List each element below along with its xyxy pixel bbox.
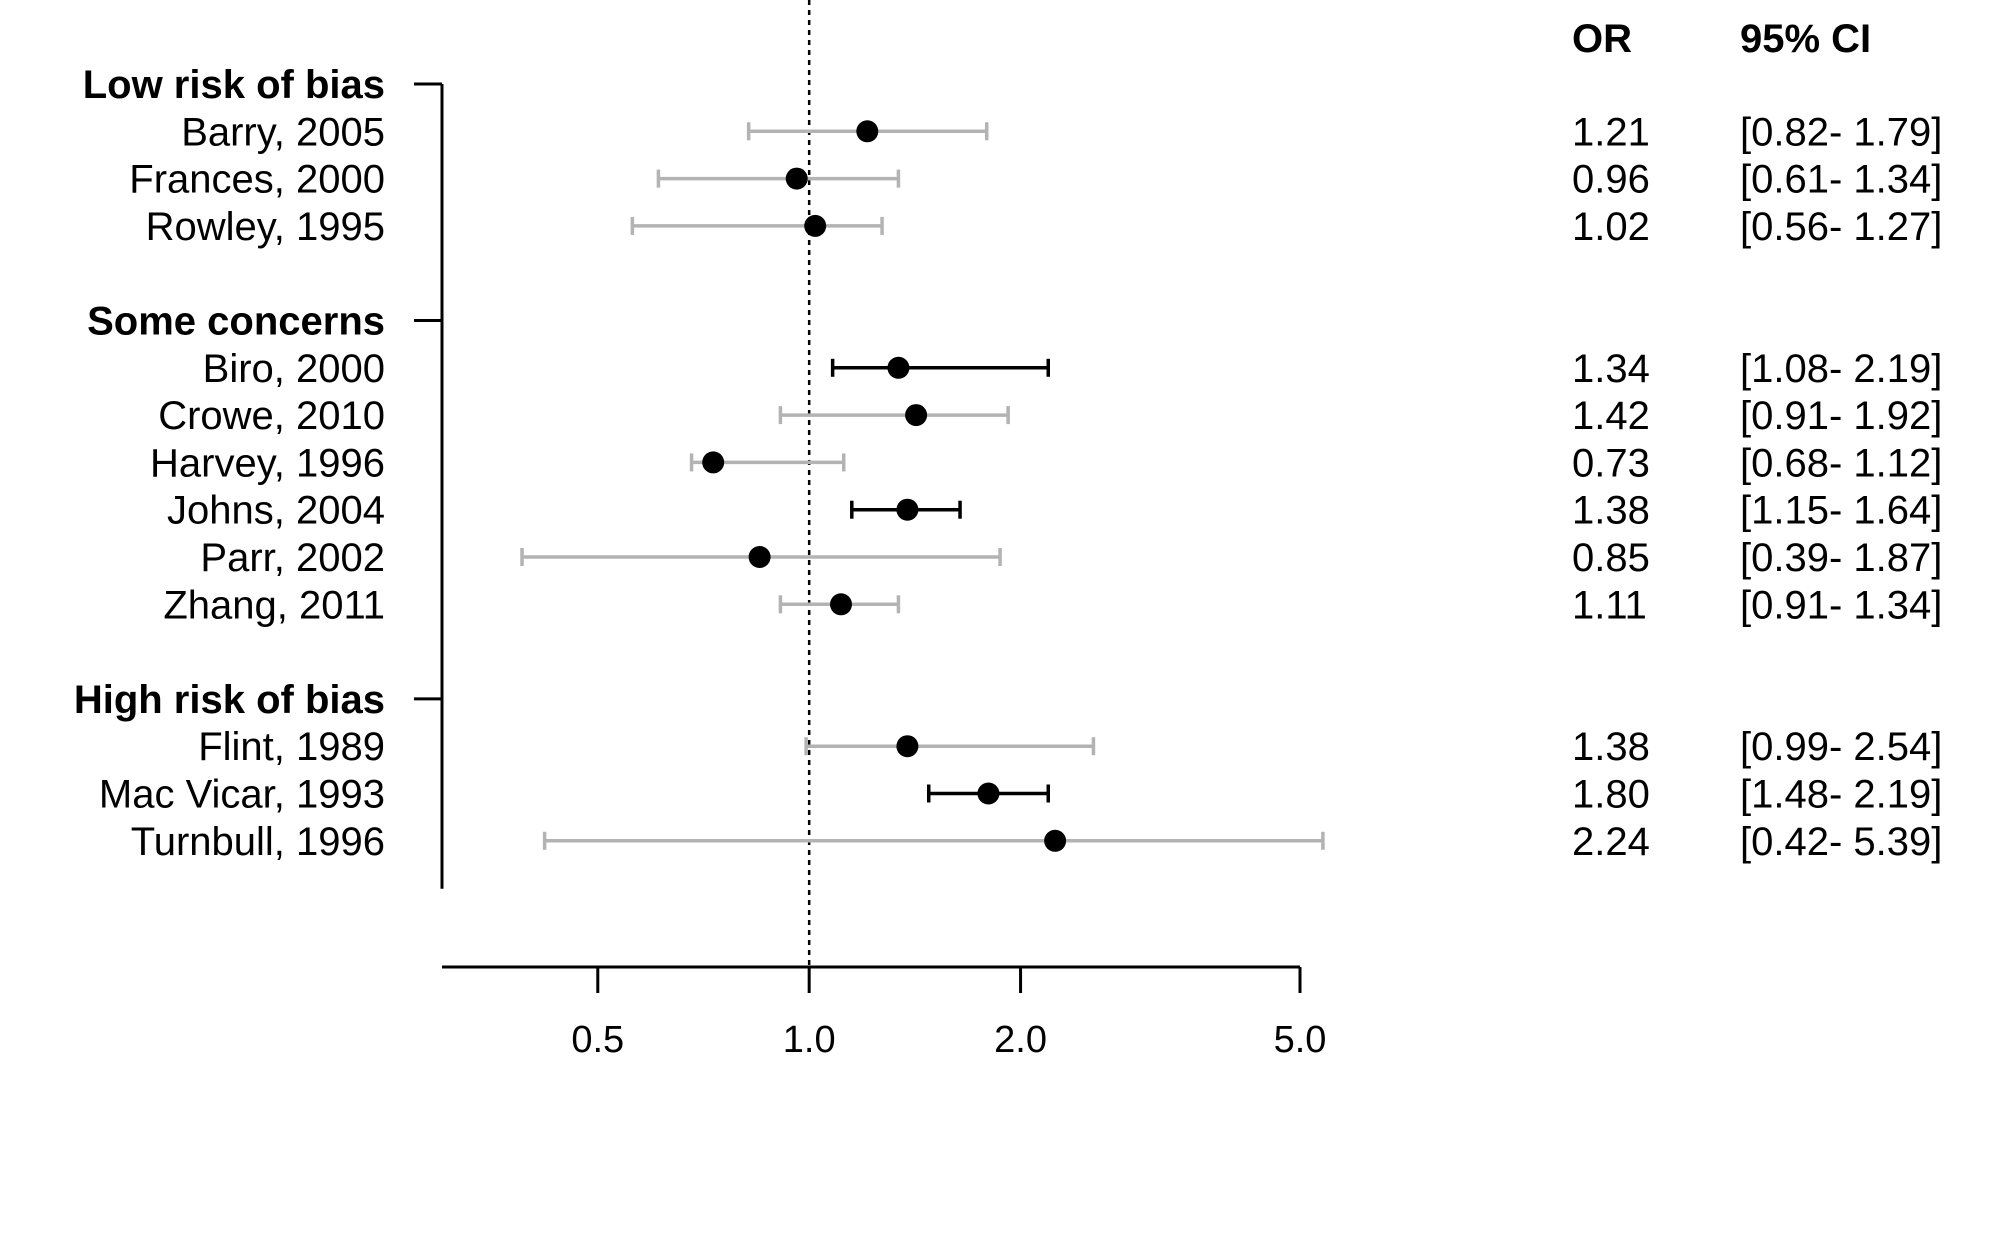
study-row: Biro, 2000 1.34 [1.08- 2.19] [203,347,1943,391]
or-value: 0.73 [1572,441,1650,485]
study-row: Mac Vicar, 1993 1.80 [1.48- 2.19] [99,773,1942,817]
study-label: Zhang, 2011 [163,583,385,627]
study-label: Harvey, 1996 [150,441,385,485]
or-point [977,782,1000,805]
or-point [804,214,827,237]
or-value: 1.21 [1572,110,1650,154]
study-row: Zhang, 2011 1.11 [0.91- 1.34] [163,583,1942,627]
ci-value: [1.15- 1.64] [1740,489,1942,533]
ci-value: [1.48- 2.19] [1740,773,1942,817]
group-label: Some concerns [87,300,385,344]
column-headers: OR 95% CI [1572,17,1871,61]
or-point [702,451,725,474]
study-label: Mac Vicar, 1993 [99,773,385,817]
ci-value: [0.42- 5.39] [1740,820,1942,864]
study-row: Turnbull, 1996 2.24 [0.42- 5.39] [131,820,1943,864]
study-label: Crowe, 2010 [158,394,385,438]
study-label: Frances, 2000 [129,158,385,202]
study-row: Flint, 1989 1.38 [0.99- 2.54] [198,725,1942,769]
study-row: Crowe, 2010 1.42 [0.91- 1.92] [158,394,1942,438]
study-label: Johns, 2004 [167,489,385,533]
study-label: Rowley, 1995 [146,205,385,249]
ci-value: [0.91- 1.92] [1740,394,1942,438]
or-value: 1.38 [1572,725,1650,769]
or-point [748,546,771,568]
or-value: 1.34 [1572,347,1650,391]
study-row: Johns, 2004 1.38 [1.15- 1.64] [167,489,1942,533]
or-value: 1.80 [1572,773,1650,817]
x-tick-label: 2.0 [994,1019,1047,1061]
or-point [905,404,928,427]
or-value: 1.11 [1572,583,1647,627]
study-row: Parr, 2002 0.85 [0.39- 1.87] [200,536,1942,580]
ci-column-header: 95% CI [1740,17,1871,61]
or-value: 2.24 [1572,820,1650,864]
x-axis-ticks: 0.5 1.0 2.0 5.0 [571,967,1326,1061]
study-row: Rowley, 1995 1.02 [0.56- 1.27] [146,205,1943,249]
or-value: 0.85 [1572,536,1650,580]
or-value: 1.42 [1572,394,1650,438]
or-value: 1.02 [1572,205,1650,249]
study-row: Harvey, 1996 0.73 [0.68- 1.12] [150,441,1942,485]
x-tick-label: 5.0 [1274,1019,1327,1061]
or-point [785,167,808,190]
study-label: Parr, 2002 [200,536,385,580]
ci-value: [0.82- 1.79] [1740,110,1942,154]
group-label: High risk of bias [74,678,385,722]
study-label: Turnbull, 1996 [131,820,385,864]
ci-value: [0.68- 1.12] [1740,441,1942,485]
ci-value: [1.08- 2.19] [1740,347,1942,391]
or-column-header: OR [1572,17,1632,61]
or-point [896,735,919,758]
ci-value: [0.39- 1.87] [1740,536,1942,580]
ci-value: [0.56- 1.27] [1740,205,1942,249]
study-row: Frances, 2000 0.96 [0.61- 1.34] [129,158,1942,202]
or-value: 0.96 [1572,158,1650,202]
or-point [896,498,919,521]
x-tick-label: 1.0 [783,1019,836,1061]
study-row: Barry, 2005 1.21 [0.82- 1.79] [181,110,1942,154]
study-label: Barry, 2005 [181,110,385,154]
study-label: Biro, 2000 [203,347,385,391]
or-point [1044,829,1067,852]
ci-value: [0.91- 1.34] [1740,583,1942,627]
group-label: Low risk of bias [83,63,385,107]
or-value: 1.38 [1572,489,1650,533]
x-tick-label: 0.5 [571,1019,624,1061]
ci-value: [0.99- 2.54] [1740,725,1942,769]
or-point [856,120,879,143]
study-label: Flint, 1989 [198,725,385,769]
or-point [829,593,852,616]
ci-value: [0.61- 1.34] [1740,158,1942,202]
or-point [887,356,910,379]
